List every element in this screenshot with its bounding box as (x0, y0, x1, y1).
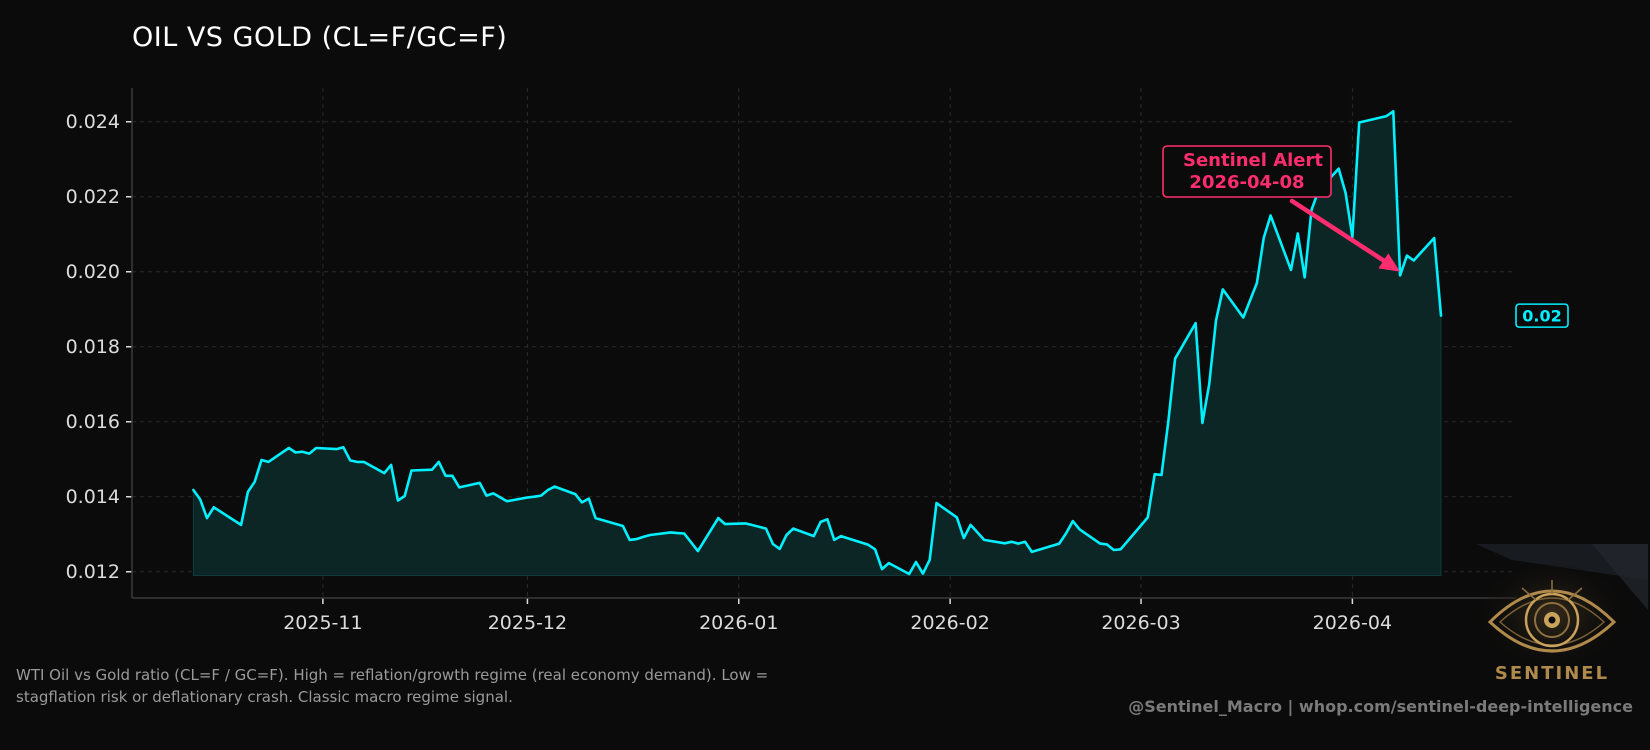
axes: 0.012 0.014 0.016 0.018 0.020 0.022 0.024 2025-… (66, 88, 1516, 634)
annotation-text: 2026-04-08 (1189, 172, 1304, 193)
chart-caption: WTI Oil vs Gold ratio (CL=F / GC=F). Hig… (16, 666, 769, 706)
y-tick-label: 0.016 (66, 411, 120, 433)
x-tick-label: 2026-02 (910, 612, 989, 634)
series-line (192, 110, 1443, 576)
chart-title: OIL VS GOLD (CL=F/GC=F) (132, 22, 508, 53)
footer-credit: @Sentinel_Macro | whop.com/sentinel-deep… (1128, 697, 1633, 716)
x-tick-label: 2025-11 (283, 612, 362, 634)
last-value-label: 0.02 (1522, 307, 1561, 326)
x-tick-label: 2026-03 (1101, 612, 1180, 634)
y-tick-label: 0.012 (66, 561, 120, 583)
annotation-arrowhead (1378, 253, 1401, 272)
x-tick-label: 2026-01 (699, 612, 778, 634)
y-tick-label: 0.024 (66, 111, 120, 133)
series-line-path (192, 110, 1443, 576)
x-tick-label: 2025-12 (488, 612, 567, 634)
brand-name: SENTINEL (1494, 663, 1610, 684)
y-tick-label: 0.022 (66, 186, 120, 208)
x-tick-label: 2026-04 (1313, 612, 1392, 634)
eye-icon (1476, 544, 1648, 668)
y-tick-label: 0.018 (66, 336, 120, 358)
last-value-badge (1515, 303, 1569, 328)
y-tick-label: 0.014 (66, 486, 120, 508)
y-tick-label: 0.020 (66, 261, 120, 283)
annotation-arrow-shaft (1289, 198, 1393, 267)
annotation-text: Sentinel Alert (1183, 150, 1323, 171)
annotation-box (1162, 145, 1332, 198)
